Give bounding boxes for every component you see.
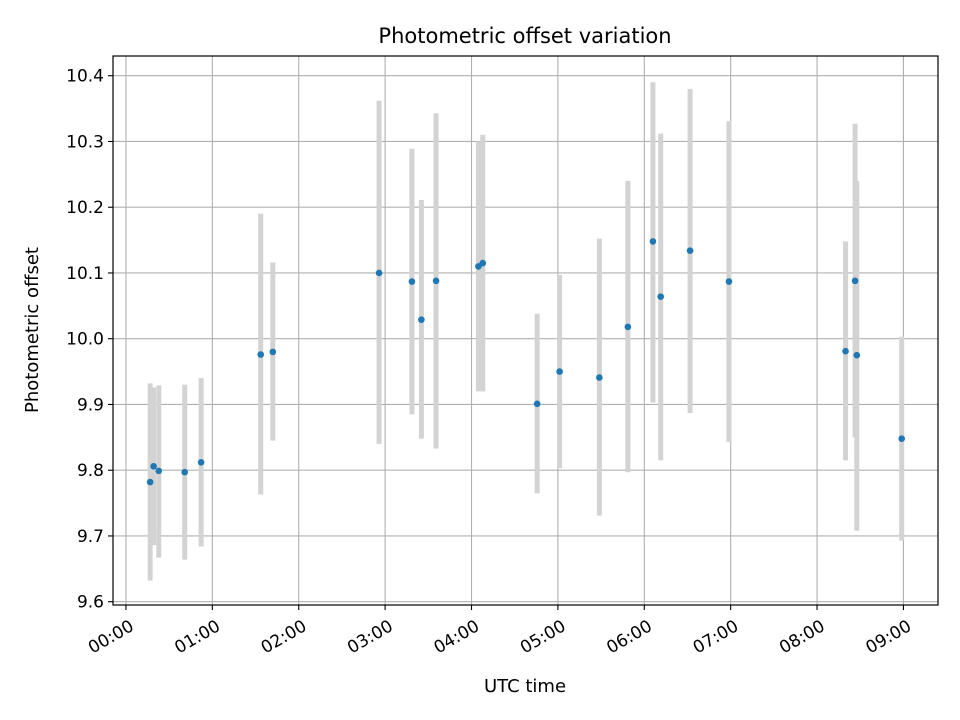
data-point xyxy=(155,467,163,475)
data-point xyxy=(150,462,157,470)
data-point xyxy=(842,347,849,355)
data-point xyxy=(624,323,632,331)
data-point xyxy=(375,269,383,277)
y-tick-label: 10.1 xyxy=(66,264,104,284)
y-tick-label: 10.3 xyxy=(66,132,104,152)
y-axis: 9.6 9.7 9.8 9.9 10.0 10.1 10.2 10.3 10.4 xyxy=(66,67,113,613)
data-point xyxy=(408,278,416,285)
data-point xyxy=(479,259,487,267)
y-tick-label: 9.9 xyxy=(77,395,104,415)
data-point xyxy=(686,247,694,254)
y-tick-label: 9.7 xyxy=(77,527,104,547)
data-point xyxy=(533,400,541,408)
data-point xyxy=(649,238,657,245)
plot-frame xyxy=(112,55,939,606)
data-point xyxy=(181,468,189,476)
x-axis-label: UTC time xyxy=(484,676,566,697)
data-point xyxy=(596,374,603,381)
data-point xyxy=(269,348,277,356)
data-point xyxy=(853,351,861,359)
data-point xyxy=(432,277,440,285)
data-point xyxy=(197,459,205,466)
data-point xyxy=(851,277,859,285)
data-point xyxy=(146,478,154,486)
chart-title: Photometric offset variation xyxy=(378,24,671,48)
data-point xyxy=(556,368,563,375)
y-tick-label: 9.6 xyxy=(77,593,104,613)
data-point xyxy=(725,278,733,285)
data-point xyxy=(657,293,664,300)
y-tick-label: 9.8 xyxy=(77,461,104,481)
y-tick-label: 10.4 xyxy=(66,67,104,87)
y-tick-label: 10.2 xyxy=(66,198,104,218)
data-point xyxy=(898,435,906,442)
data-point xyxy=(418,316,425,323)
y-tick-label: 10.0 xyxy=(66,330,104,350)
data-points xyxy=(146,238,906,486)
data-point xyxy=(257,351,265,358)
y-axis-label: Photometric offset xyxy=(22,247,43,413)
